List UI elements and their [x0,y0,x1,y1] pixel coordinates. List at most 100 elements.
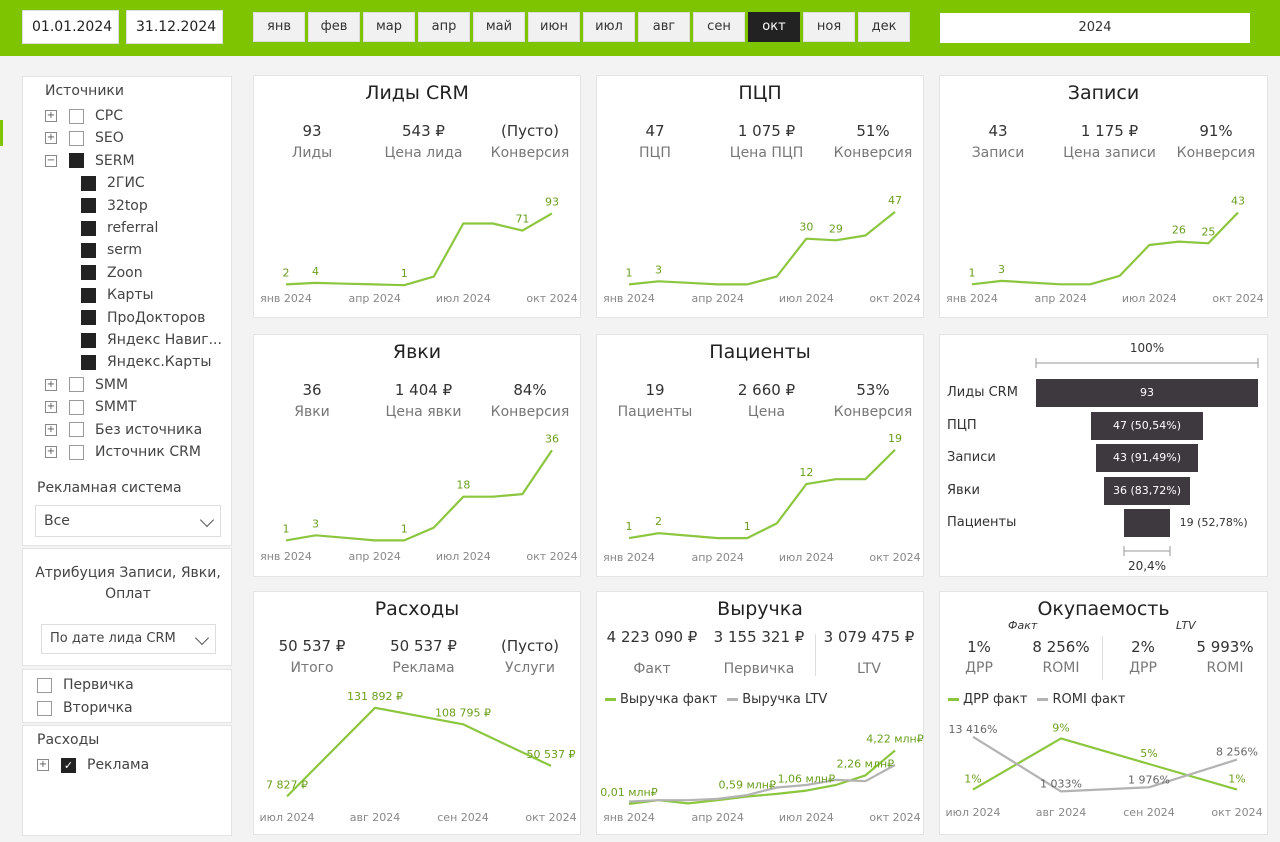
expand-icon[interactable]: + [45,401,57,414]
source-item[interactable]: + Без источника [45,419,202,441]
checkbox[interactable] [81,354,96,370]
checkbox[interactable] [69,444,84,460]
source-subitem[interactable]: Яндекс.Карты [81,351,211,373]
source-item[interactable]: + Источник CRM [45,441,201,463]
source-subitem[interactable]: referral [81,217,158,239]
expand-icon[interactable]: + [45,110,57,122]
expand-icon[interactable]: + [45,132,57,145]
patients-card: Пациенты 19 Пациенты 2 660 ₽ Цена 53% Ко… [596,334,924,577]
source-item[interactable]: + SEO [45,127,124,149]
expand-icon[interactable]: + [37,759,49,771]
source-subitem[interactable]: ПроДокторов [81,307,205,329]
attribution-dropdown[interactable]: По дате лида CRM [41,624,216,654]
source-subitem[interactable]: serm [81,239,142,261]
checkbox[interactable] [81,265,96,281]
source-subitem[interactable]: Zoon [81,262,143,284]
data-label: 47 [888,194,902,207]
month-button[interactable]: апр [418,12,470,42]
checkbox[interactable] [37,677,52,693]
source-label: 32top [107,197,148,214]
x-tick-label: июл 2024 [779,551,834,564]
month-button[interactable]: июл [583,12,635,42]
source-subitem[interactable]: 32top [81,195,148,217]
data-label: 2 [283,266,290,279]
x-tick-label: авг 2024 [1036,806,1087,819]
kpi-label: ROMI [1042,660,1080,676]
card-title: Пациенты [709,341,811,363]
source-item[interactable]: + SMMT [45,396,137,418]
kpi-label: Факт [633,661,671,677]
x-tick-label: окт 2024 [525,811,576,824]
source-label: Яндекс Навиг... [107,332,222,348]
expand-icon[interactable]: + [45,446,57,458]
checkbox[interactable] [69,422,84,438]
expand-icon[interactable]: + [45,423,57,436]
x-tick-label: июл 2024 [779,811,834,824]
checkbox[interactable] [69,377,84,393]
source-subitem[interactable]: Яндекс Навиг... [81,329,222,351]
visits-card: Явки 36 Явки 1 404 ₽ Цена явки 84% Конве… [253,334,581,577]
month-button[interactable]: окт [748,12,800,42]
expenses-filter-item[interactable]: + ✓ Реклама [37,754,149,776]
month-button[interactable]: янв [253,12,305,42]
kpi-label: Цена лида [384,145,463,161]
checkbox[interactable] [81,287,96,303]
expand-icon[interactable]: + [45,378,57,391]
date-to-input[interactable]: 31.12.2024 [126,10,223,44]
checkbox[interactable] [81,310,96,326]
visit-type-option[interactable]: Вторичка [37,697,133,719]
source-subitem[interactable]: 2ГИС [81,172,145,194]
leads-line-chart: 2 4 1 71 93 янв 2024 апр 2024 июл 2024 окт 2024 [260,195,578,305]
pcp-card: ПЦП 47 ПЦП 1 075 ₽ Цена ПЦП 51% Конверси… [596,75,924,318]
checkbox[interactable] [69,153,84,169]
checkbox[interactable] [81,175,96,191]
fact-caption: Факт [1008,619,1038,632]
year-slicer[interactable]: 2024 [940,13,1250,43]
source-label: 2ГИС [107,175,145,192]
month-button[interactable]: авг [638,12,690,42]
sidebar-filters: Источники + CPC + SEO − SERM 2ГИС 32top referral… [22,76,232,836]
month-button[interactable]: фев [308,12,360,42]
checkbox[interactable] [37,700,52,716]
x-tick-label: окт 2024 [869,811,920,824]
visit-type-option[interactable]: Первичка [37,674,134,696]
source-item[interactable]: + SMM [45,374,128,396]
month-button[interactable]: ноя [803,12,855,42]
funnel-stage-label: ПЦП [947,417,977,433]
legend-swatch [948,698,959,701]
x-tick-label: июл 2024 [946,806,1001,819]
checkbox[interactable] [69,108,84,124]
chart-legend: ДРР факт ROMI факт [948,692,1125,707]
checkbox-checked-icon[interactable]: ✓ [61,757,76,773]
source-subitem[interactable]: Карты [81,284,154,306]
kpi-label: Лиды [291,145,333,161]
month-button[interactable]: дек [858,12,910,42]
funnel-stage-label: Лиды CRM [947,385,1018,400]
expenses-filter-title: Расходы [37,732,100,748]
collapse-icon[interactable]: − [45,154,57,167]
checkbox[interactable] [69,399,84,415]
source-item[interactable]: + CPC [45,105,123,127]
kpi-label: Цена явки [385,404,462,420]
funnel-bar-value: 93 [1140,386,1154,399]
source-item[interactable]: − SERM [45,150,135,172]
month-button[interactable]: сен [693,12,745,42]
ad-system-dropdown[interactable]: Все [35,505,221,537]
checkbox[interactable] [81,332,96,348]
checkbox[interactable] [81,220,96,236]
checkbox[interactable] [69,130,84,146]
checkbox[interactable] [81,242,96,258]
kpi-label: Конверсия [490,145,570,161]
kpi-label: Пациенты [617,404,693,420]
month-button[interactable]: май [473,12,525,42]
source-label: Яндекс.Карты [107,354,212,371]
source-label: SMMT [95,399,137,416]
checkbox[interactable] [81,198,96,214]
kpi-label: ROMI [1206,660,1244,676]
month-button[interactable]: мар [363,12,415,42]
legend-swatch [1037,698,1049,701]
source-label: SEO [95,130,124,147]
funnel-stage-label: Явки [947,482,980,498]
month-button[interactable]: июн [528,12,580,42]
date-from-input[interactable]: 01.01.2024 [22,10,119,44]
